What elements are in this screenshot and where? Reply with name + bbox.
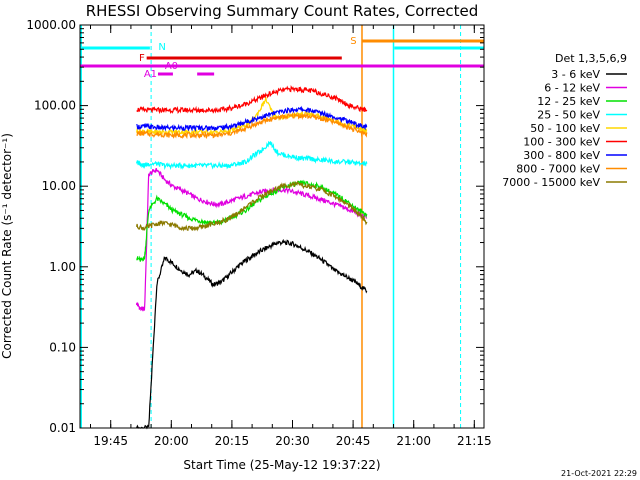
- legend-label: 25 - 50 keV: [537, 109, 600, 122]
- legend-title: Det 1,3,5,6,9: [555, 52, 627, 65]
- flag-label-f: F: [139, 53, 145, 64]
- x-tick-label: 20:00: [154, 434, 189, 448]
- x-tick-label: 20:30: [275, 434, 310, 448]
- y-tick-label: 10.00: [42, 179, 76, 193]
- x-tick-label: 20:15: [215, 434, 250, 448]
- legend-label: 300 - 800 keV: [523, 149, 600, 162]
- x-tick-label: 21:00: [396, 434, 431, 448]
- x-tick-label: 20:45: [336, 434, 371, 448]
- y-tick-label: 0.10: [49, 340, 76, 354]
- generation-timestamp: 21-Oct-2021 22:29: [561, 469, 637, 478]
- legend-label: 6 - 12 keV: [544, 82, 600, 95]
- legend-label: 100 - 300 keV: [523, 136, 600, 149]
- y-axis-label-group: Corrected Count Rate (s⁻¹ detector⁻¹): [0, 133, 14, 359]
- y-axis-label: Corrected Count Rate (s⁻¹ detector⁻¹): [0, 133, 14, 359]
- legend-label: 800 - 7000 keV: [516, 163, 600, 176]
- legend-label: 3 - 6 keV: [551, 68, 600, 81]
- y-tick-label: 100.00: [34, 99, 76, 113]
- chart-title: RHESSI Observing Summary Count Rates, Co…: [86, 2, 479, 20]
- flag-label-a1: A1: [144, 69, 157, 80]
- x-tick-label: 21:15: [457, 434, 492, 448]
- legend-label: 7000 - 15000 keV: [502, 176, 600, 189]
- x-axis-label: Start Time (25-May-12 19:37:22): [183, 458, 380, 472]
- plot-frame: [79, 24, 485, 429]
- series-line: [136, 238, 368, 430]
- axes: 0.01 0.10 1.00 10.00 100.00 1000.00 19:45 20:00…: [26, 18, 491, 448]
- series-line: [136, 111, 368, 140]
- y-tick-label: 0.01: [49, 421, 76, 435]
- data-series: [136, 85, 368, 430]
- legend-label: 50 - 100 keV: [530, 122, 600, 135]
- legend-label: 12 - 25 keV: [537, 95, 600, 108]
- y-tick-label: 1.00: [49, 260, 76, 274]
- series-line: [136, 167, 368, 312]
- series-line: [136, 140, 368, 171]
- flag-label-a0: A0: [165, 61, 178, 72]
- background-markers: N F A0 A1 S: [80, 25, 484, 428]
- series-line: [136, 85, 368, 115]
- flag-label-n: N: [158, 42, 165, 53]
- series-line: [136, 180, 368, 232]
- flag-label-s: S: [350, 36, 356, 47]
- x-tick-label: 19:45: [93, 434, 128, 448]
- series-line: [136, 105, 368, 132]
- y-tick-label: 1000.00: [26, 18, 76, 32]
